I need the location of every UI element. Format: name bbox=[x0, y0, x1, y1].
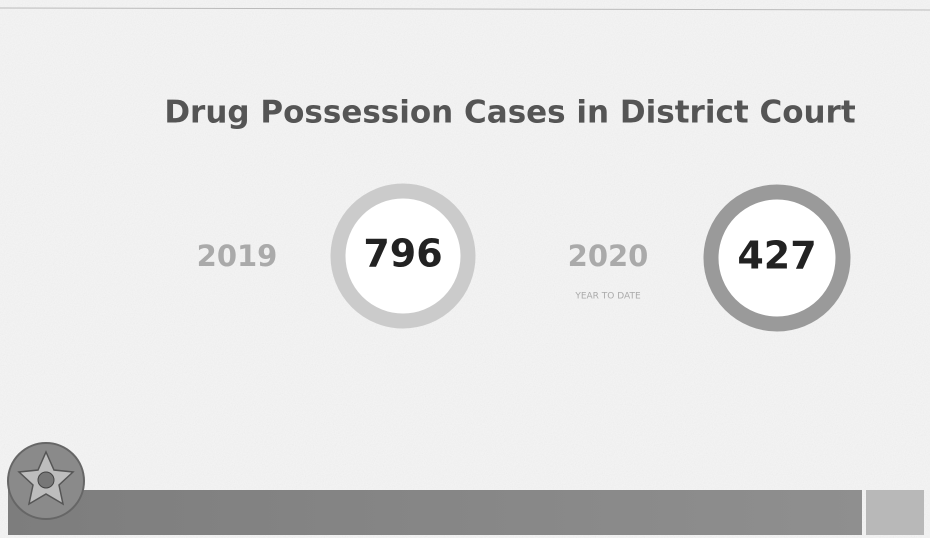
footer-bar bbox=[8, 490, 862, 535]
badge bbox=[8, 443, 84, 519]
footer-box bbox=[866, 490, 924, 535]
note: YEAR TO DATE bbox=[574, 292, 641, 302]
year: 2019 bbox=[197, 239, 278, 273]
title: Drug Possession Cases in District Court bbox=[164, 95, 856, 131]
count: 796 bbox=[363, 232, 442, 276]
slide: Drug Possession Cases in District Court … bbox=[0, 0, 930, 538]
year: 2020 bbox=[568, 239, 649, 273]
count: 427 bbox=[737, 234, 816, 278]
